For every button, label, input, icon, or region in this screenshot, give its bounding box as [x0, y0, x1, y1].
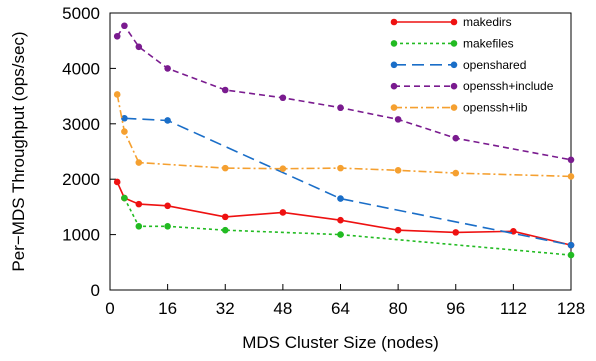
legend-marker-makedirs [450, 18, 458, 26]
legend-marker-makefiles [450, 40, 458, 47]
data-point-makedirs [221, 213, 229, 221]
x-tick-label: 32 [216, 299, 235, 318]
legend-marker-makefiles [390, 40, 398, 47]
data-point-openssh-lib [279, 165, 287, 172]
data-point-makefiles [135, 222, 143, 230]
data-point-openshared [567, 241, 575, 249]
data-point-openssh-lib [113, 91, 121, 98]
y-tick-label: 2000 [62, 170, 100, 189]
data-point-openssh-lib [394, 167, 402, 174]
data-point-openssh-lib [221, 164, 229, 172]
data-point-openssh-include [337, 104, 344, 112]
data-point-openssh-include [394, 116, 402, 123]
y-axis-label: Per−MDS Throughput (ops/sec) [9, 31, 28, 271]
legend-marker-openssh-lib [450, 104, 458, 111]
data-point-makedirs [164, 202, 171, 210]
data-point-openssh-lib [121, 128, 128, 135]
data-point-makedirs [394, 226, 402, 234]
legend-label-makedirs: makedirs [463, 15, 512, 29]
x-tick-label: 112 [500, 299, 527, 318]
x-axis-label: MDS Cluster Size (nodes) [242, 333, 439, 352]
legend-marker-openshared [390, 61, 398, 69]
data-point-openssh-lib [452, 169, 460, 177]
data-point-makefiles [121, 194, 128, 202]
legend-label-openssh-lib: openssh+lib [463, 101, 528, 115]
data-point-makedirs [452, 229, 460, 236]
data-point-openssh-include [221, 86, 229, 94]
legend-marker-openssh-lib [390, 104, 398, 111]
y-tick-label: 4000 [62, 59, 100, 78]
x-tick-label: 16 [158, 299, 177, 318]
data-point-openssh-include [452, 134, 460, 142]
legend-marker-openssh-include [450, 82, 458, 90]
data-point-openshared [337, 195, 344, 202]
y-tick-label: 3000 [62, 115, 100, 134]
x-tick-label: 64 [331, 299, 350, 318]
data-point-makedirs [279, 209, 287, 216]
series-line-makefiles [123, 197, 572, 256]
x-tick-label: 48 [273, 299, 292, 318]
x-tick-label: 80 [389, 299, 408, 318]
data-point-openssh-lib [135, 159, 143, 166]
legend: makedirs makefiles openshared openssh+inclu… [390, 15, 554, 115]
y-tick-label: 0 [91, 281, 100, 300]
data-point-makefiles [164, 222, 171, 230]
series-layer [113, 22, 575, 259]
data-point-openssh-lib [567, 173, 575, 180]
legend-marker-openshared [450, 61, 458, 69]
data-point-openshared [164, 117, 171, 124]
data-point-makefiles [567, 251, 575, 259]
x-tick-label: 0 [105, 299, 114, 318]
data-point-openssh-include [279, 94, 287, 102]
legend-label-openssh-include: openssh+include [463, 79, 554, 93]
legend-marker-openssh-include [390, 82, 398, 90]
axis-ticks: 0 16 32 48 64 80 96 112 128 0 1000 2000 3000 4000 5000 [62, 4, 585, 318]
data-point-makedirs [337, 216, 344, 224]
series-line-openssh-include [116, 24, 572, 161]
data-point-openssh-include [164, 65, 171, 72]
x-tick-label: 128 [557, 299, 585, 318]
legend-label-makefiles: makefiles [463, 36, 514, 50]
data-point-makefiles [337, 231, 344, 238]
data-point-makedirs [135, 200, 143, 208]
data-point-openssh-include [113, 32, 121, 40]
data-point-openssh-include [135, 43, 143, 51]
data-point-openssh-lib [337, 164, 344, 172]
y-tick-label: 1000 [62, 226, 100, 245]
data-point-openssh-include [121, 22, 128, 30]
series-line-openssh-lib [116, 94, 572, 178]
legend-marker-makedirs [390, 18, 398, 26]
series-line-makedirs [116, 181, 572, 246]
y-tick-label: 5000 [62, 4, 100, 23]
x-tick-label: 96 [446, 299, 465, 318]
data-point-makedirs [113, 178, 121, 186]
legend-label-openshared: openshared [463, 58, 526, 72]
data-point-openshared [121, 114, 128, 122]
series-line-openshared [124, 117, 572, 246]
plot-frame [109, 12, 572, 291]
data-point-makefiles [221, 226, 229, 234]
data-point-openssh-include [567, 156, 575, 164]
